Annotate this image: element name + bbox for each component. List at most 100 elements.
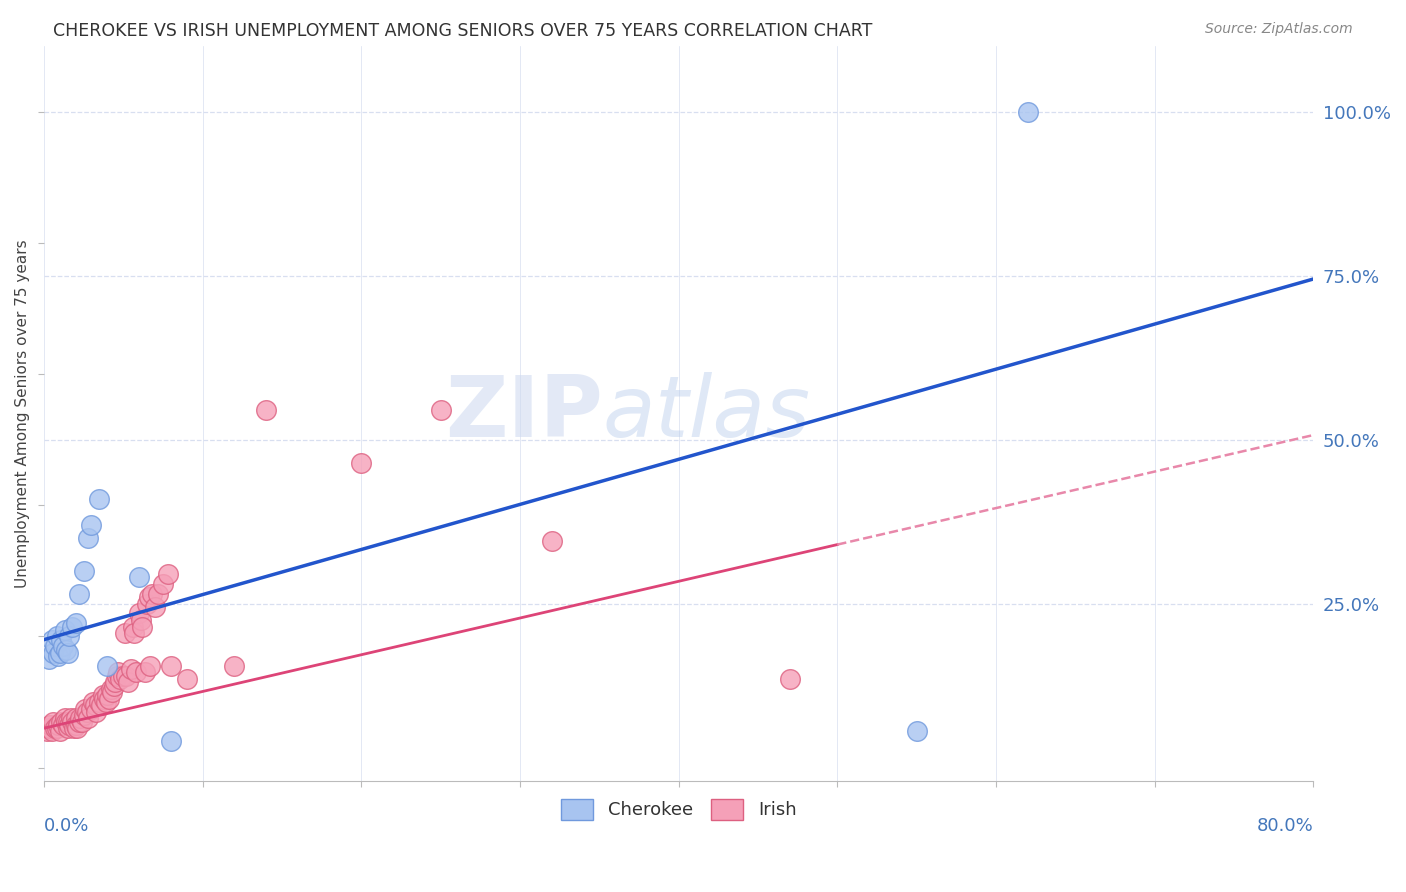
Point [96,689,118,703]
Point [115,669,138,683]
Point [112,669,135,683]
Point [108,672,131,686]
Point [91,689,114,703]
Point [152,577,174,591]
Point [139,659,162,673]
Point [77,711,100,725]
Point [65,718,87,732]
Point [129,613,152,627]
Point [131,619,153,633]
Legend: Cherokee, Irish: Cherokee, Irish [554,791,804,827]
Point [63,721,86,735]
Point [101,685,124,699]
Point [104,675,127,690]
Point [84,705,107,719]
Point [56,646,79,660]
Point [44,639,66,653]
Point [62,619,84,633]
Point [39,718,62,732]
Text: 0.0%: 0.0% [44,817,89,835]
Point [53,623,76,637]
Point [94,695,117,709]
Point [103,679,125,693]
Point [77,531,100,545]
Point [62,714,84,729]
Point [65,711,87,725]
Point [114,626,136,640]
Point [80,517,103,532]
Point [107,665,129,680]
Point [159,659,181,673]
Point [46,718,69,732]
Point [59,711,82,725]
Point [38,721,60,735]
Point [42,646,65,660]
Point [429,403,451,417]
Point [72,564,94,578]
Point [51,714,73,729]
Point [55,714,77,729]
Point [69,711,91,725]
Point [779,672,801,686]
Point [125,665,148,680]
Point [120,662,142,676]
Point [56,721,79,735]
Point [128,570,150,584]
Point [124,626,146,640]
Point [146,587,169,601]
Point [254,403,277,417]
Point [89,491,111,506]
Point [540,534,562,549]
Text: atlas: atlas [602,372,810,455]
Point [66,721,89,735]
Point [41,724,63,739]
Point [44,721,66,735]
Point [67,587,90,601]
Point [350,456,373,470]
Point [65,616,87,631]
Point [45,721,67,735]
Point [49,646,72,660]
Point [117,675,139,690]
Point [96,659,118,673]
Point [134,665,156,680]
Point [80,701,103,715]
Text: Source: ZipAtlas.com: Source: ZipAtlas.com [1205,22,1353,37]
Point [46,649,69,664]
Point [224,659,246,673]
Point [90,698,112,713]
Point [82,695,104,709]
Point [141,587,163,601]
Point [93,691,115,706]
Point [42,714,65,729]
Point [56,714,79,729]
Point [105,669,128,683]
Point [76,705,98,719]
Point [41,632,63,647]
Point [35,724,58,739]
Point [176,672,198,686]
Y-axis label: Unemployment Among Seniors over 75 years: Unemployment Among Seniors over 75 years [15,239,30,588]
Text: ZIP: ZIP [444,372,602,455]
Point [51,632,73,647]
Point [52,639,75,653]
Point [75,701,97,715]
Text: CHEROKEE VS IRISH UNEMPLOYMENT AMONG SENIORS OVER 75 YEARS CORRELATION CHART: CHEROKEE VS IRISH UNEMPLOYMENT AMONG SEN… [53,22,873,40]
Point [38,652,60,666]
Point [58,629,80,643]
Point [70,714,93,729]
Point [121,619,143,633]
Point [89,695,111,709]
Point [156,567,179,582]
Point [72,708,94,723]
Text: 80.0%: 80.0% [1257,817,1313,835]
Point [53,711,76,725]
Point [97,691,120,706]
Point [143,599,166,614]
Point [45,629,67,643]
Point [52,718,75,732]
Point [67,714,90,729]
Point [1017,104,1039,119]
Point [136,597,159,611]
Point [138,590,160,604]
